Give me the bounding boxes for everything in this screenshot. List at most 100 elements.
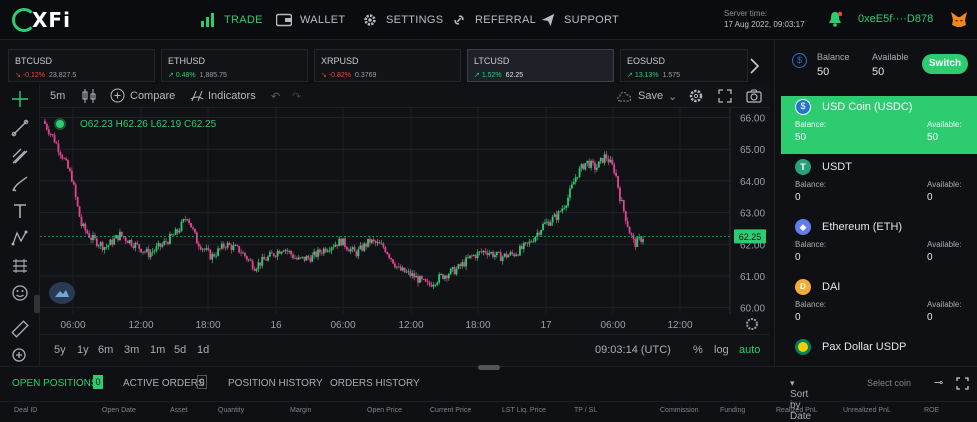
utc-clock[interactable]: 09:03:14 (UTC) xyxy=(595,344,671,356)
sort-by-label: Sort by Date xyxy=(790,389,812,422)
price-chart[interactable]: 66.00 65.00 64.00 63.00 62.00 61.00 60.00 06:00… xyxy=(40,108,770,334)
compare-button[interactable]: Compare xyxy=(130,90,176,102)
candle-body xyxy=(634,238,637,247)
interval-selector[interactable]: 5m xyxy=(50,90,66,102)
undo-icon[interactable]: ↶ xyxy=(271,91,281,103)
candle-body xyxy=(592,160,594,163)
chevron-right-icon[interactable] xyxy=(748,57,760,75)
ticker-ethusd[interactable]: ETHUSD ↗ 0.48% 1,885.75 xyxy=(161,49,308,82)
col-liq-price: LST Liq. Price xyxy=(502,407,546,414)
coin-usdc[interactable]: $ USD Coin (USDC) Balance: 50 Available:… xyxy=(781,96,977,154)
pattern-icon[interactable] xyxy=(11,229,29,247)
metamask-fox-icon[interactable] xyxy=(950,11,968,28)
nav-support[interactable]: SUPPORT xyxy=(540,0,619,40)
candle-body xyxy=(195,232,198,244)
positions-panel: OPEN POSITIONS 0 ACTIVE ORDERS 0 POSITIO… xyxy=(0,365,977,422)
sort-by-dropdown[interactable]: Sort by Date ▾ xyxy=(790,378,812,422)
trend-line-icon[interactable] xyxy=(11,119,29,137)
tab-active-orders[interactable]: ACTIVE ORDERS xyxy=(123,378,205,389)
brush-icon[interactable] xyxy=(11,175,29,193)
candle-body xyxy=(201,248,204,250)
bell-icon[interactable] xyxy=(828,11,842,27)
candle-body xyxy=(580,164,583,169)
axis-settings-gear-icon[interactable] xyxy=(746,318,758,330)
range-1d[interactable]: 1d xyxy=(197,344,210,356)
candle-body xyxy=(120,231,123,237)
camera-icon[interactable] xyxy=(746,89,762,103)
candle-body xyxy=(530,241,533,243)
range-5y[interactable]: 5y xyxy=(54,344,66,356)
x-tick-label: 12:00 xyxy=(398,320,423,331)
link-chain-icon[interactable]: ⊸ xyxy=(934,377,944,389)
range-6m[interactable]: 6m xyxy=(98,344,114,356)
log-toggle[interactable]: log xyxy=(714,344,729,356)
candle-type-icon[interactable] xyxy=(82,88,96,104)
ohlc-close: C62.25 xyxy=(184,119,217,130)
percent-toggle[interactable]: % xyxy=(693,344,703,356)
range-1m[interactable]: 1m xyxy=(150,344,166,356)
candle-body xyxy=(288,250,291,252)
chart-settings-gear-icon[interactable] xyxy=(688,88,704,104)
save-dropdown-chevron-icon[interactable]: ⌄ xyxy=(668,91,678,103)
candle-body xyxy=(528,241,531,244)
indicators-button[interactable]: Indicators xyxy=(208,90,256,102)
candle-body xyxy=(253,268,256,271)
ruler-icon[interactable] xyxy=(11,320,29,338)
candle-body xyxy=(207,248,210,250)
ticker-btcusd[interactable]: BTCUSD ↘ -0.12% 23,827.5 xyxy=(8,49,155,82)
nav-wallet[interactable]: WALLET xyxy=(276,0,345,40)
collapse-handle[interactable] xyxy=(34,295,40,313)
coin-eth[interactable]: ◆ Ethereum (ETH) Balance: 0 Available: 0 xyxy=(781,216,977,274)
candle-body xyxy=(70,170,73,182)
candle-body xyxy=(594,162,596,170)
candle-body xyxy=(615,172,618,177)
tab-position-history[interactable]: POSITION HISTORY xyxy=(228,378,323,389)
candle-body xyxy=(399,266,402,271)
candle-body xyxy=(351,247,354,249)
candle-body xyxy=(86,230,89,234)
fullscreen-icon[interactable] xyxy=(718,89,732,103)
expand-icon[interactable] xyxy=(956,377,969,390)
select-coin-dropdown[interactable]: Select coin xyxy=(867,378,912,388)
candle-body xyxy=(113,238,116,245)
pitchfork-icon[interactable] xyxy=(11,147,29,165)
chart-area[interactable]: 5m Compare Indicators ↶ ↷ Save ⌄ 66.00 65… xyxy=(34,84,770,366)
prediction-icon[interactable] xyxy=(11,257,29,275)
coin-available: 0 xyxy=(927,252,933,263)
tab-open-positions[interactable]: OPEN POSITIONS xyxy=(12,378,98,389)
switch-button[interactable]: Switch xyxy=(922,54,968,74)
coin-usdt[interactable]: T USDT Balance: 0 Available: 0 xyxy=(781,156,977,214)
ticker-eosusd[interactable]: EOSUSD ↗ 13.13% 1.575 xyxy=(620,49,748,82)
save-button[interactable]: Save xyxy=(638,90,664,102)
range-3m[interactable]: 3m xyxy=(124,344,140,356)
ticker-xrpusd[interactable]: XRPUSD ↘ -0.82% 0.3769 xyxy=(314,49,461,82)
zoom-in-icon[interactable] xyxy=(11,347,29,365)
nav-referral[interactable]: REFERRAL xyxy=(451,0,536,40)
resize-handle[interactable] xyxy=(478,365,500,370)
text-tool-icon[interactable] xyxy=(11,202,29,220)
logo[interactable]: XFi xyxy=(12,6,71,34)
ticker-ltcusd[interactable]: LTCUSD ↗ 1.52% 62.25 xyxy=(467,49,614,82)
candle-body xyxy=(219,248,221,250)
crosshair-icon[interactable] xyxy=(11,90,29,108)
range-1y[interactable]: 1y xyxy=(77,344,89,356)
coin-usdp[interactable]: Pax Dollar USDP xyxy=(781,336,977,366)
compare-plus-icon[interactable] xyxy=(110,88,125,103)
candle-body xyxy=(442,274,444,279)
candle-body xyxy=(457,264,460,269)
nav-settings[interactable]: SETTINGS xyxy=(362,0,443,40)
range-5d[interactable]: 5d xyxy=(174,344,187,356)
x-tick-label: 06:00 xyxy=(60,320,85,331)
coin-dai[interactable]: D DAI Balance: 0 Available: 0 xyxy=(781,276,977,334)
candle-body xyxy=(44,120,46,124)
indicators-icon[interactable] xyxy=(190,89,204,103)
smiley-icon[interactable] xyxy=(11,284,29,302)
redo-icon[interactable]: ↷ xyxy=(292,91,302,103)
nav-trade[interactable]: TRADE xyxy=(200,0,263,40)
auto-toggle[interactable]: auto xyxy=(739,344,761,356)
nav-wallet-label: WALLET xyxy=(300,14,346,26)
wallet-address[interactable]: 0xeE5f····D878 xyxy=(858,13,934,25)
candle-body xyxy=(90,237,92,240)
balance-value: 50 xyxy=(817,66,830,78)
tab-orders-history[interactable]: ORDERS HISTORY xyxy=(330,378,420,389)
